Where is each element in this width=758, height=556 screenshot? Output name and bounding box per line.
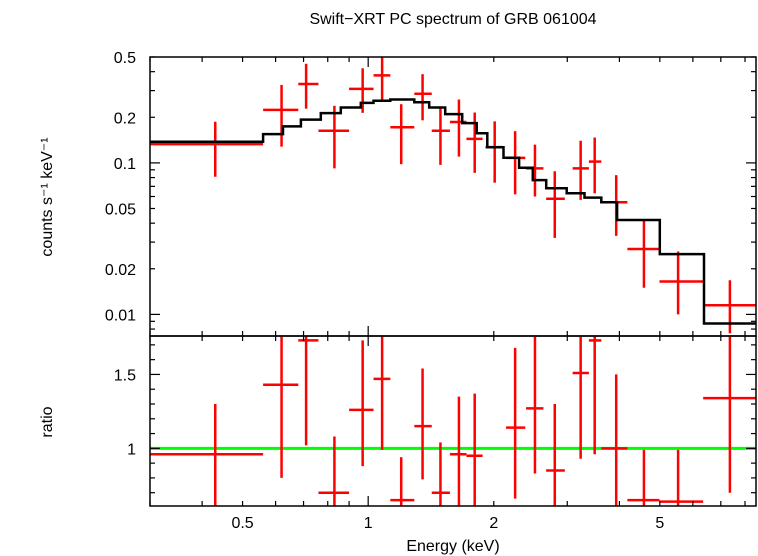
data-point-16 bbox=[588, 336, 602, 455]
ratio-y-axis-label: ratio bbox=[39, 406, 56, 437]
data-point-14 bbox=[546, 404, 565, 506]
y-tick-label: 1 bbox=[127, 441, 136, 458]
y-tick-label: 0.05 bbox=[105, 201, 136, 218]
data-point-11 bbox=[466, 393, 483, 506]
y-tick-label: 0.02 bbox=[105, 262, 136, 279]
spectrum-y-axis-label: counts s⁻¹ keV⁻¹ bbox=[39, 137, 56, 256]
data-point-4 bbox=[318, 436, 350, 506]
data-point-1 bbox=[150, 121, 264, 177]
data-point-21 bbox=[703, 280, 756, 334]
y-tick-label: 0.1 bbox=[114, 156, 136, 173]
data-point-20 bbox=[703, 336, 756, 493]
data-point-18 bbox=[601, 175, 628, 236]
data-point-5 bbox=[349, 340, 374, 467]
data-point-8 bbox=[414, 74, 432, 121]
y-tick-label: 0.5 bbox=[114, 50, 136, 67]
data-point-11 bbox=[466, 112, 483, 173]
data-point-3 bbox=[298, 336, 319, 446]
x-tick-label: 5 bbox=[655, 515, 664, 532]
data-point-6 bbox=[373, 57, 391, 101]
data-point-9 bbox=[431, 106, 450, 165]
data-point-15 bbox=[546, 171, 565, 238]
data-point-19 bbox=[659, 449, 704, 506]
plot-frame bbox=[149, 56, 757, 337]
data-point-14 bbox=[526, 144, 544, 197]
spectrum-panel: 0.5 0.2 0.1 0.05 0.02 0.01 bbox=[105, 50, 757, 337]
data-point-12 bbox=[485, 121, 503, 183]
chart-title: Swift−XRT PC spectrum of GRB 061004 bbox=[309, 11, 596, 28]
y-tick-label: 0.01 bbox=[105, 307, 136, 324]
data-point-13 bbox=[506, 131, 526, 195]
data-point-20 bbox=[659, 251, 704, 315]
x-tick-label: 1 bbox=[364, 515, 373, 532]
data-point-7 bbox=[390, 104, 415, 165]
data-point-2 bbox=[263, 84, 299, 147]
data-point-16 bbox=[572, 140, 589, 200]
data-point-12 bbox=[506, 347, 526, 499]
x-axis-label: Energy (keV) bbox=[406, 538, 499, 555]
data-point-15 bbox=[572, 336, 589, 459]
data-point-18 bbox=[627, 449, 660, 506]
data-point-17 bbox=[601, 374, 628, 506]
y-tick-label: 0.2 bbox=[114, 110, 136, 127]
data-point-6 bbox=[373, 336, 391, 450]
data-point-13 bbox=[526, 336, 544, 474]
data-point-9 bbox=[431, 442, 450, 506]
y-tick-label: 1.5 bbox=[114, 367, 136, 384]
data-point-5 bbox=[349, 68, 374, 113]
data-point-1 bbox=[150, 404, 264, 506]
model-step-line bbox=[150, 98, 756, 325]
ratio-panel: 1.5 1 0.5 1 2 5 bbox=[114, 335, 757, 532]
data-point-2 bbox=[263, 336, 299, 478]
data-point-3 bbox=[298, 63, 319, 109]
data-point-8 bbox=[414, 368, 432, 480]
data-point-10 bbox=[449, 99, 467, 157]
data-point-4 bbox=[318, 105, 350, 169]
x-tick-label: 0.5 bbox=[231, 515, 253, 532]
x-tick-label: 2 bbox=[489, 515, 498, 532]
data-point-17 bbox=[588, 137, 602, 194]
data-point-10 bbox=[449, 396, 467, 506]
plot-frame bbox=[149, 335, 757, 507]
data-point-19 bbox=[627, 219, 660, 288]
data-point-7 bbox=[390, 457, 415, 506]
